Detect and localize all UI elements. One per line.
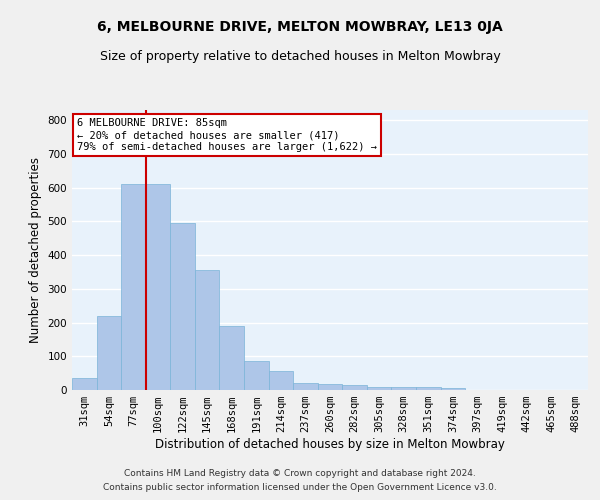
Bar [195, 270, 220, 390]
Bar [97, 316, 121, 390]
Bar [440, 388, 465, 390]
Bar [269, 372, 293, 390]
Text: 6 MELBOURNE DRIVE: 85sqm
← 20% of detached houses are smaller (417)
79% of semi-: 6 MELBOURNE DRIVE: 85sqm ← 20% of detach… [77, 118, 377, 152]
Bar [121, 184, 146, 390]
Bar [72, 378, 97, 390]
Y-axis label: Number of detached properties: Number of detached properties [29, 157, 42, 343]
Bar [391, 388, 416, 390]
Text: Size of property relative to detached houses in Melton Mowbray: Size of property relative to detached ho… [100, 50, 500, 63]
Bar [244, 362, 269, 390]
Bar [146, 184, 170, 390]
Bar [318, 384, 342, 390]
Text: Contains public sector information licensed under the Open Government Licence v3: Contains public sector information licen… [103, 484, 497, 492]
Bar [367, 388, 391, 390]
Text: 6, MELBOURNE DRIVE, MELTON MOWBRAY, LE13 0JA: 6, MELBOURNE DRIVE, MELTON MOWBRAY, LE13… [97, 20, 503, 34]
Bar [220, 326, 244, 390]
Text: Contains HM Land Registry data © Crown copyright and database right 2024.: Contains HM Land Registry data © Crown c… [124, 468, 476, 477]
X-axis label: Distribution of detached houses by size in Melton Mowbray: Distribution of detached houses by size … [155, 438, 505, 451]
Bar [293, 382, 318, 390]
Bar [416, 388, 440, 390]
Bar [170, 223, 195, 390]
Bar [342, 385, 367, 390]
